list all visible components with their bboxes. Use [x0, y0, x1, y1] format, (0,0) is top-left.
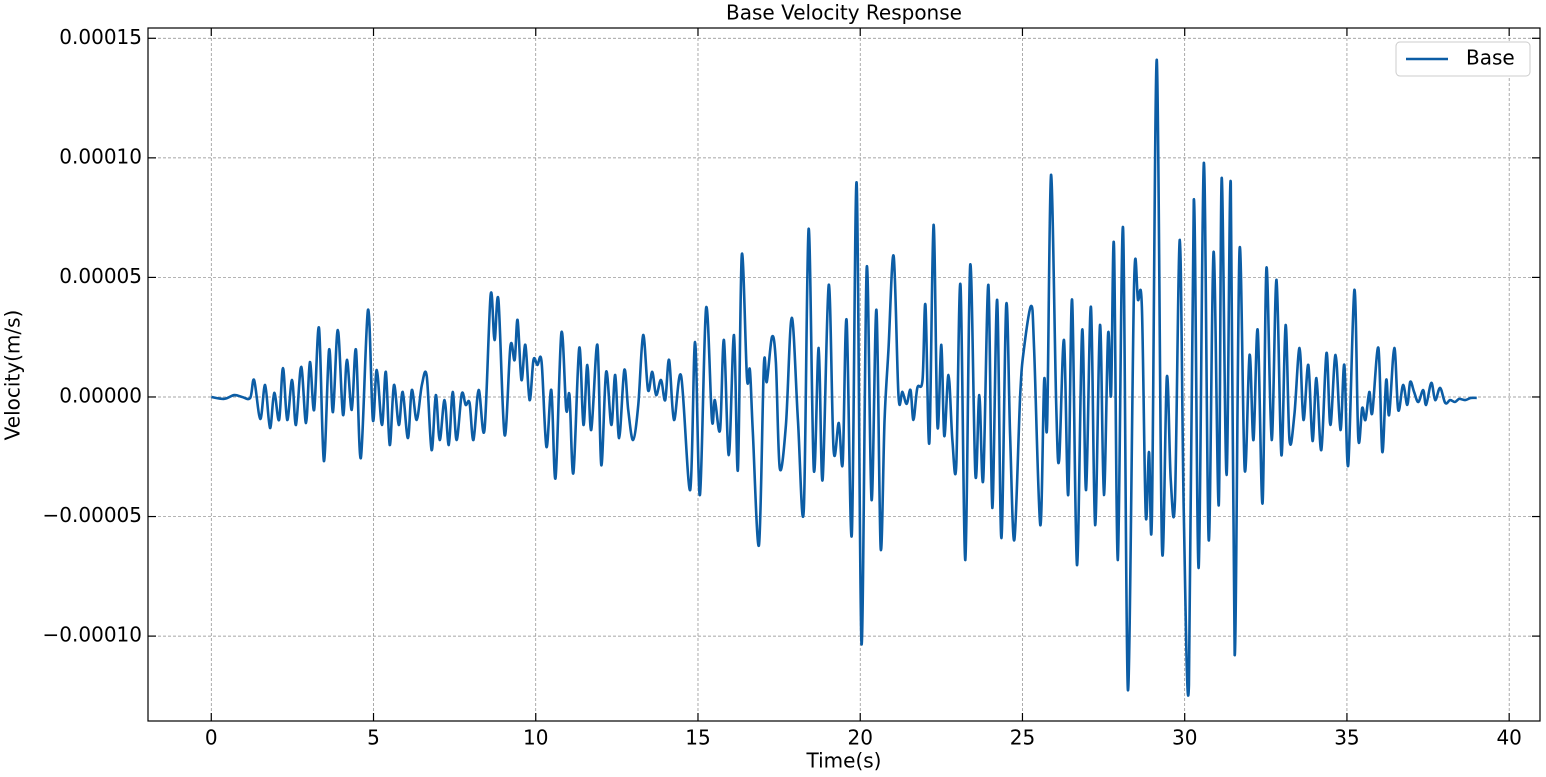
chart-title: Base Velocity Response	[726, 1, 962, 25]
y-tick-label: 0.00000	[59, 383, 142, 407]
x-tick-label: 40	[1496, 726, 1521, 750]
y-tick-label: 0.00015	[59, 25, 142, 49]
line-series	[211, 58, 1477, 697]
x-tick-label: 25	[1010, 726, 1035, 750]
x-tick-label: 20	[847, 726, 872, 750]
y-axis-label: Velocity(m/s)	[1, 310, 25, 441]
x-tick-label: 10	[523, 726, 548, 750]
legend-label: Base	[1466, 46, 1515, 70]
x-tick-label: 15	[685, 726, 710, 750]
y-tick-label: 0.00005	[59, 264, 142, 288]
x-tick-label: 30	[1172, 726, 1197, 750]
x-tick-label: 0	[205, 726, 218, 750]
y-tick-label: 0.00010	[59, 144, 142, 168]
legend: Base	[1395, 41, 1531, 77]
x-tick-label: 5	[367, 726, 380, 750]
x-axis-label: Time(s)	[806, 749, 882, 773]
y-tick-label: −0.00005	[43, 503, 142, 527]
plot-frame	[147, 27, 1541, 722]
y-tick-label: −0.00010	[43, 623, 142, 647]
legend-box	[1395, 41, 1531, 77]
x-tick-label: 35	[1334, 726, 1359, 750]
